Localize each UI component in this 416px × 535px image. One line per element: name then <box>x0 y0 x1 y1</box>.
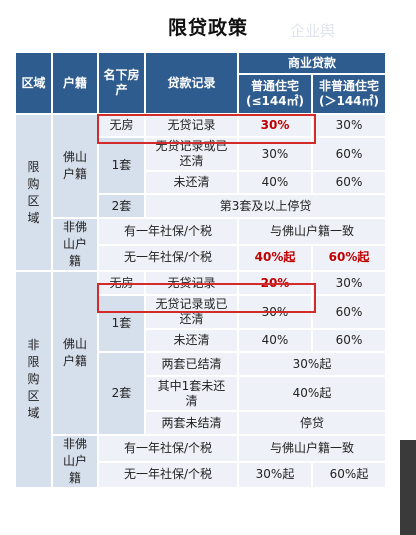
social-security-no: 无一年社保/个税 <box>97 460 239 489</box>
header-loan-record: 贷款记录 <box>144 51 239 115</box>
loan-record: 无贷记录 <box>144 113 239 138</box>
loan-record: 未还清 <box>144 170 239 195</box>
rate-nonnormal: 60% <box>310 294 388 330</box>
rate-merged: 停贷 <box>236 410 388 436</box>
rate-normal: 40% <box>237 328 313 353</box>
huji-foshan: 佛山户籍 <box>51 113 99 219</box>
third-house-stop: 第3套及以上停贷 <box>143 193 388 219</box>
highlight-box-nonlimit <box>97 283 316 313</box>
houses-one: 1套 <box>97 294 146 353</box>
header-houses: 名下房产 <box>97 51 146 115</box>
houses-two: 2套 <box>97 193 146 219</box>
rate-nonnormal: 60%起 <box>310 243 388 272</box>
page-title: 限贷政策 <box>167 17 248 39</box>
watermark: 企业舆 <box>290 22 336 40</box>
same-as-foshan: 与佛山户籍一致 <box>236 434 388 463</box>
header-nonnormal-housing: 非普通住宅(＞144㎡) <box>310 73 388 115</box>
rate-merged: 30%起 <box>236 351 388 377</box>
loan-record: 两套未结清 <box>144 410 239 436</box>
rate-nonnormal: 60%起 <box>310 460 388 489</box>
header-huji: 户籍 <box>51 51 99 115</box>
loan-record: 未还清 <box>144 328 239 353</box>
header-region: 区域 <box>14 51 53 115</box>
region-nonlimit: 非限购区域 <box>14 270 53 489</box>
rate-normal: 40% <box>237 170 313 195</box>
highlight-box-limit <box>97 114 316 144</box>
houses-none: 无房 <box>97 113 146 138</box>
rate-nonnormal: 60% <box>310 136 388 172</box>
loan-record: 两套已结清 <box>144 351 239 377</box>
header-commercial-loan: 商业贷款 <box>236 51 388 75</box>
huji-non-foshan: 非佛山户籍 <box>51 217 99 272</box>
rate-nonnormal: 30% <box>310 113 388 138</box>
rate-normal: 30%起 <box>237 460 313 489</box>
loan-policy-table: 区域 户籍 名下房产 贷款记录 商业贷款 普通住宅(≤144㎡) 非普通住宅(＞… <box>14 51 388 489</box>
header-normal-housing: 普通住宅(≤144㎡) <box>237 73 313 115</box>
rate-normal: 40%起 <box>237 243 313 272</box>
edge-shadow <box>400 440 416 535</box>
rate-nonnormal: 60% <box>310 170 388 195</box>
rate-merged: 40%起 <box>236 375 388 412</box>
rate-nonnormal: 30% <box>310 270 388 296</box>
houses-two: 2套 <box>97 351 146 436</box>
region-limit: 限购区域 <box>14 113 53 272</box>
huji-foshan: 佛山户籍 <box>51 270 99 436</box>
social-security-yes: 有一年社保/个税 <box>97 217 239 246</box>
same-as-foshan: 与佛山户籍一致 <box>236 217 388 246</box>
social-security-yes: 有一年社保/个税 <box>97 434 239 463</box>
huji-non-foshan: 非佛山户籍 <box>51 434 99 489</box>
rate-nonnormal: 60% <box>310 328 388 353</box>
social-security-no: 无一年社保/个税 <box>97 243 239 272</box>
houses-one: 1套 <box>97 136 146 195</box>
loan-record: 其中1套未还清 <box>144 375 239 412</box>
